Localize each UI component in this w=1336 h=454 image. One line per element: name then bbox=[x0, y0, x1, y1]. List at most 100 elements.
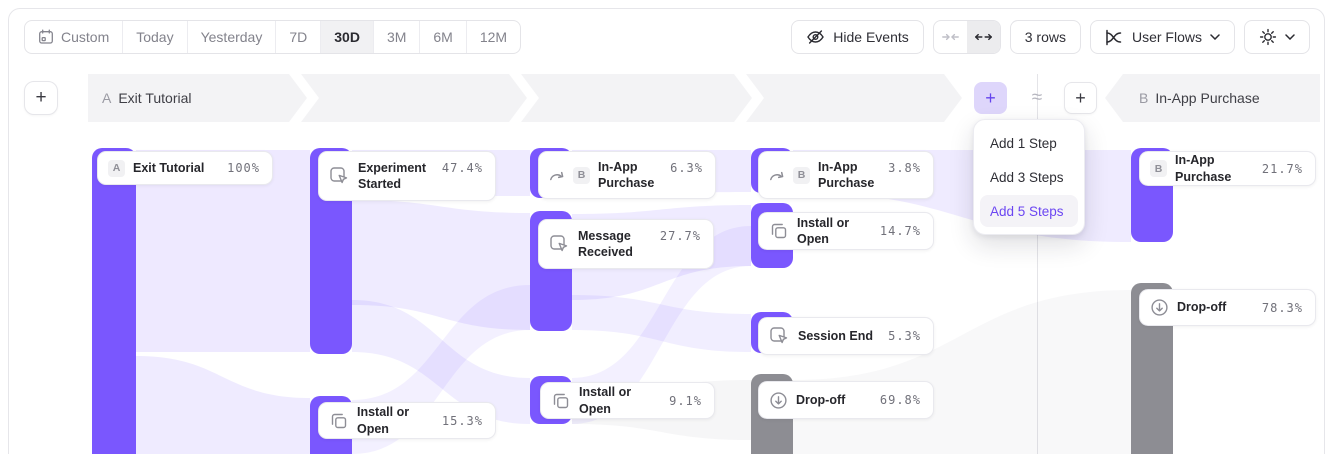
node-value: 78.3% bbox=[1261, 300, 1303, 315]
node-value: 27.7% bbox=[659, 229, 701, 243]
step-name: In-App Purchase bbox=[1155, 90, 1260, 106]
flow-node-card[interactable]: Session End 5.3% bbox=[758, 317, 934, 355]
node-value: 100% bbox=[227, 161, 260, 175]
flow-node-card[interactable]: B In-App Purchase 21.7% bbox=[1139, 151, 1316, 186]
node-label: Drop-off bbox=[796, 392, 846, 407]
date-range-label: 3M bbox=[386, 29, 407, 45]
step-header-b-label: B In-App Purchase bbox=[1105, 74, 1320, 122]
flow-node-card[interactable]: B In-App Purchase 6.3% bbox=[538, 151, 716, 199]
flow-node-card[interactable]: A Exit Tutorial 100% bbox=[97, 151, 273, 185]
node-value: 3.8% bbox=[888, 161, 921, 175]
date-range-label: 7D bbox=[289, 29, 308, 45]
flow-node-card[interactable]: Install or Open 14.7% bbox=[758, 212, 934, 250]
node-value: 47.4% bbox=[441, 161, 483, 175]
step-badge: A bbox=[108, 159, 125, 177]
date-range-label: 12M bbox=[479, 29, 508, 45]
user-flows-icon bbox=[1105, 29, 1124, 46]
hide-events-label: Hide Events bbox=[833, 29, 909, 45]
view-selector-label: User Flows bbox=[1131, 29, 1202, 45]
add-step-start-button[interactable]: + bbox=[24, 81, 58, 115]
step-header-b-segment[interactable]: B In-App Purchase bbox=[1105, 74, 1320, 122]
date-range-7d[interactable]: 7D bbox=[275, 21, 320, 53]
menu-item-label: Add 5 Steps bbox=[990, 203, 1064, 219]
menu-item-label: Add 1 Step bbox=[990, 135, 1057, 151]
step-header-a-segment-4[interactable] bbox=[746, 74, 962, 122]
menu-item-add-5-steps[interactable]: Add 5 Steps bbox=[980, 195, 1078, 227]
date-range-custom[interactable]: Custom bbox=[25, 21, 122, 53]
copy-icon bbox=[551, 391, 571, 411]
plus-icon: + bbox=[1075, 87, 1086, 108]
node-label: Experiment Started bbox=[358, 160, 427, 191]
settings-button[interactable] bbox=[1244, 20, 1310, 54]
click-icon bbox=[549, 234, 570, 255]
flow-bar[interactable] bbox=[92, 148, 136, 454]
date-range-12m[interactable]: 12M bbox=[465, 21, 520, 53]
date-range-label: Yesterday bbox=[200, 29, 263, 45]
flow-node-card[interactable]: Experiment Started 47.4% bbox=[318, 151, 496, 201]
step-badge: B bbox=[1150, 160, 1167, 177]
step-name: Exit Tutorial bbox=[118, 90, 192, 106]
plus-icon: + bbox=[35, 87, 47, 108]
node-label: In-App Purchase bbox=[1175, 153, 1232, 184]
node-label: In-App Purchase bbox=[598, 159, 655, 190]
rows-button[interactable]: 3 rows bbox=[1009, 20, 1081, 54]
date-range-yesterday[interactable]: Yesterday bbox=[186, 21, 276, 53]
date-range-control: Custom Today Yesterday 7D 30D 3M 6M 12M bbox=[24, 20, 522, 54]
plus-icon: + bbox=[985, 87, 996, 108]
step-header-a-segment-2[interactable] bbox=[301, 74, 527, 122]
menu-item-add-3-steps[interactable]: Add 3 Steps bbox=[980, 161, 1078, 193]
flow-node-card[interactable]: Install or Open 9.1% bbox=[540, 382, 715, 419]
flow-ribbon bbox=[572, 295, 751, 352]
expand-icon bbox=[974, 33, 992, 41]
date-range-label: 30D bbox=[334, 29, 360, 45]
node-label: Install or Open bbox=[797, 215, 850, 246]
flow-ribbon bbox=[352, 300, 530, 424]
date-range-label: 6M bbox=[433, 29, 453, 45]
expand-columns-button[interactable] bbox=[966, 21, 1000, 53]
flow-ribbon bbox=[352, 200, 530, 330]
add-step-end-button[interactable]: + bbox=[1064, 82, 1097, 114]
skip-icon bbox=[769, 169, 785, 182]
step-letter: B bbox=[1139, 90, 1149, 106]
date-range-6m[interactable]: 6M bbox=[419, 21, 465, 53]
flow-node-card[interactable]: Drop-off 69.8% bbox=[758, 381, 934, 419]
flow-ribbon bbox=[572, 226, 751, 424]
date-range-today[interactable]: Today bbox=[122, 21, 186, 53]
node-value: 69.8% bbox=[879, 393, 921, 407]
date-range-30d[interactable]: 30D bbox=[320, 21, 373, 53]
rows-label: 3 rows bbox=[1024, 29, 1066, 45]
node-value: 14.7% bbox=[879, 224, 921, 238]
flow-node-card[interactable]: Install or Open 15.3% bbox=[318, 402, 496, 439]
collapse-columns-button[interactable] bbox=[934, 21, 967, 53]
skip-icon bbox=[549, 169, 565, 182]
flow-node-card[interactable]: B In-App Purchase 3.8% bbox=[758, 151, 934, 199]
node-label: In-App Purchase bbox=[818, 159, 875, 190]
collapse-expand-control bbox=[932, 20, 1001, 54]
step-header-a-label: A Exit Tutorial bbox=[88, 74, 307, 122]
menu-item-add-1-step[interactable]: Add 1 Step bbox=[980, 127, 1078, 159]
step-header-a-segment-1[interactable]: A Exit Tutorial bbox=[88, 74, 307, 122]
node-label: Install or Open bbox=[579, 385, 632, 416]
click-icon bbox=[329, 166, 350, 187]
add-steps-menu: Add 1 Step Add 3 Steps Add 5 Steps bbox=[973, 119, 1085, 235]
node-label: Exit Tutorial bbox=[133, 160, 205, 175]
copy-icon bbox=[329, 411, 349, 431]
date-range-3m[interactable]: 3M bbox=[372, 21, 419, 53]
step-header-a-segment-3[interactable] bbox=[521, 74, 752, 122]
node-label: Session End bbox=[798, 328, 874, 343]
node-label: Install or Open bbox=[357, 405, 410, 436]
toolbar-right-group: Hide Events 3 rows bbox=[791, 20, 1310, 54]
hide-events-button[interactable]: Hide Events bbox=[791, 20, 924, 54]
node-value: 21.7% bbox=[1261, 161, 1303, 176]
node-value: 15.3% bbox=[441, 413, 483, 428]
chevron-down-icon bbox=[1285, 34, 1295, 40]
flow-ribbon bbox=[136, 150, 310, 352]
flow-node-card[interactable]: Drop-off 78.3% bbox=[1139, 289, 1316, 326]
flow-ribbon bbox=[793, 290, 1131, 454]
view-selector-button[interactable]: User Flows bbox=[1089, 20, 1235, 54]
node-label: Drop-off bbox=[1177, 300, 1227, 315]
add-steps-button[interactable]: + bbox=[974, 82, 1007, 114]
flow-node-card[interactable]: Message Received 27.7% bbox=[538, 219, 714, 269]
node-label: Message Received bbox=[578, 228, 633, 259]
click-icon bbox=[769, 326, 790, 347]
